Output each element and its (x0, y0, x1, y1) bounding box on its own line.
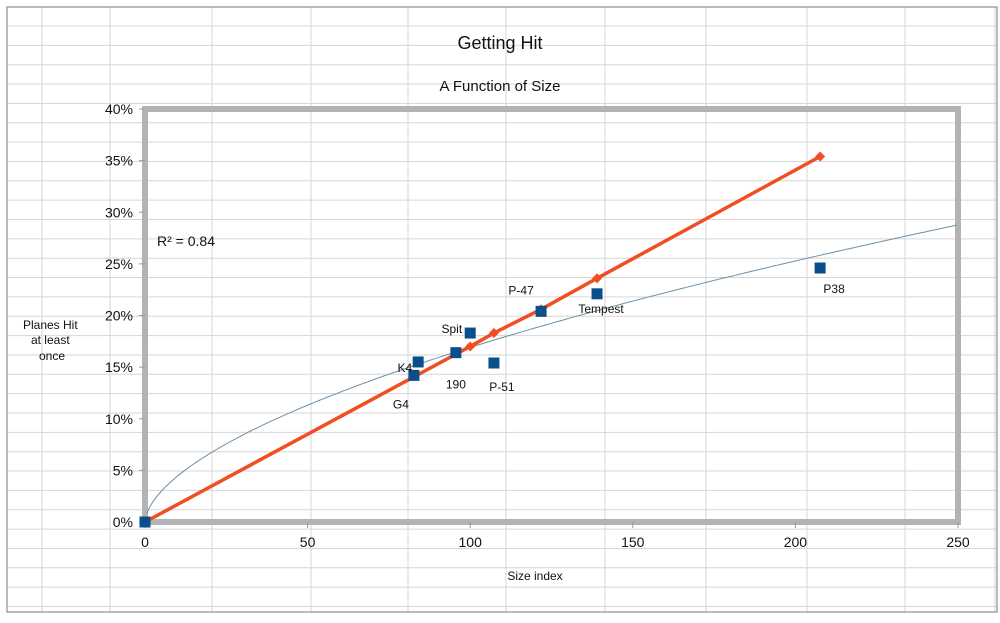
y-axis-label-line: Planes Hit (23, 318, 78, 332)
data-point (814, 262, 826, 274)
fit-line (144, 154, 821, 524)
power-trendline (146, 224, 957, 515)
y-axis-label-line: once (39, 349, 65, 363)
y-tick-label: 25% (105, 256, 133, 272)
y-tick-label: 30% (105, 204, 133, 220)
line-marker (815, 151, 826, 162)
data-point (408, 369, 420, 381)
y-tick-label: 35% (105, 153, 133, 169)
chart-title: Getting Hit (457, 33, 542, 53)
plot-frame (142, 106, 961, 525)
x-tick-label: 200 (784, 534, 808, 550)
x-tick-label: 0 (141, 534, 149, 550)
x-tick-label: 100 (459, 534, 483, 550)
y-tick-label: 40% (105, 101, 133, 117)
data-point (450, 347, 462, 359)
data-point (535, 305, 547, 317)
data-label: G4 (393, 397, 409, 411)
x-tick-label: 150 (621, 534, 645, 550)
y-axis-label: Planes Hit at least once (23, 318, 81, 363)
line-marker (465, 341, 476, 352)
y-tick-label: 20% (105, 308, 133, 324)
data-label: P-47 (508, 283, 534, 297)
y-tick-label: 0% (113, 514, 133, 530)
data-label: P38 (823, 282, 845, 296)
data-point (412, 356, 424, 368)
data-point (488, 357, 500, 369)
y-tick-label: 10% (105, 411, 133, 427)
data-label: 190 (446, 378, 466, 392)
data-point (591, 288, 603, 300)
x-axis-label: Size index (507, 569, 562, 583)
x-tick-label: 250 (946, 534, 970, 550)
data-label: Spit (442, 322, 463, 336)
data-label: P-51 (489, 380, 515, 394)
y-tick-label: 5% (113, 462, 133, 478)
chart-border (6, 6, 998, 613)
data-label: Tempest (578, 302, 624, 316)
line-marker (488, 328, 499, 339)
y-axis-label-line: at least (31, 333, 70, 347)
line-marker (592, 273, 603, 284)
y-tick-label: 15% (105, 359, 133, 375)
data-point (139, 516, 151, 528)
data-point (464, 327, 476, 339)
chart-subtitle: A Function of Size (440, 78, 561, 95)
r-squared-annotation: R² = 0.84 (157, 233, 215, 249)
data-label: K4 (397, 361, 412, 375)
x-tick-label: 50 (300, 534, 316, 550)
